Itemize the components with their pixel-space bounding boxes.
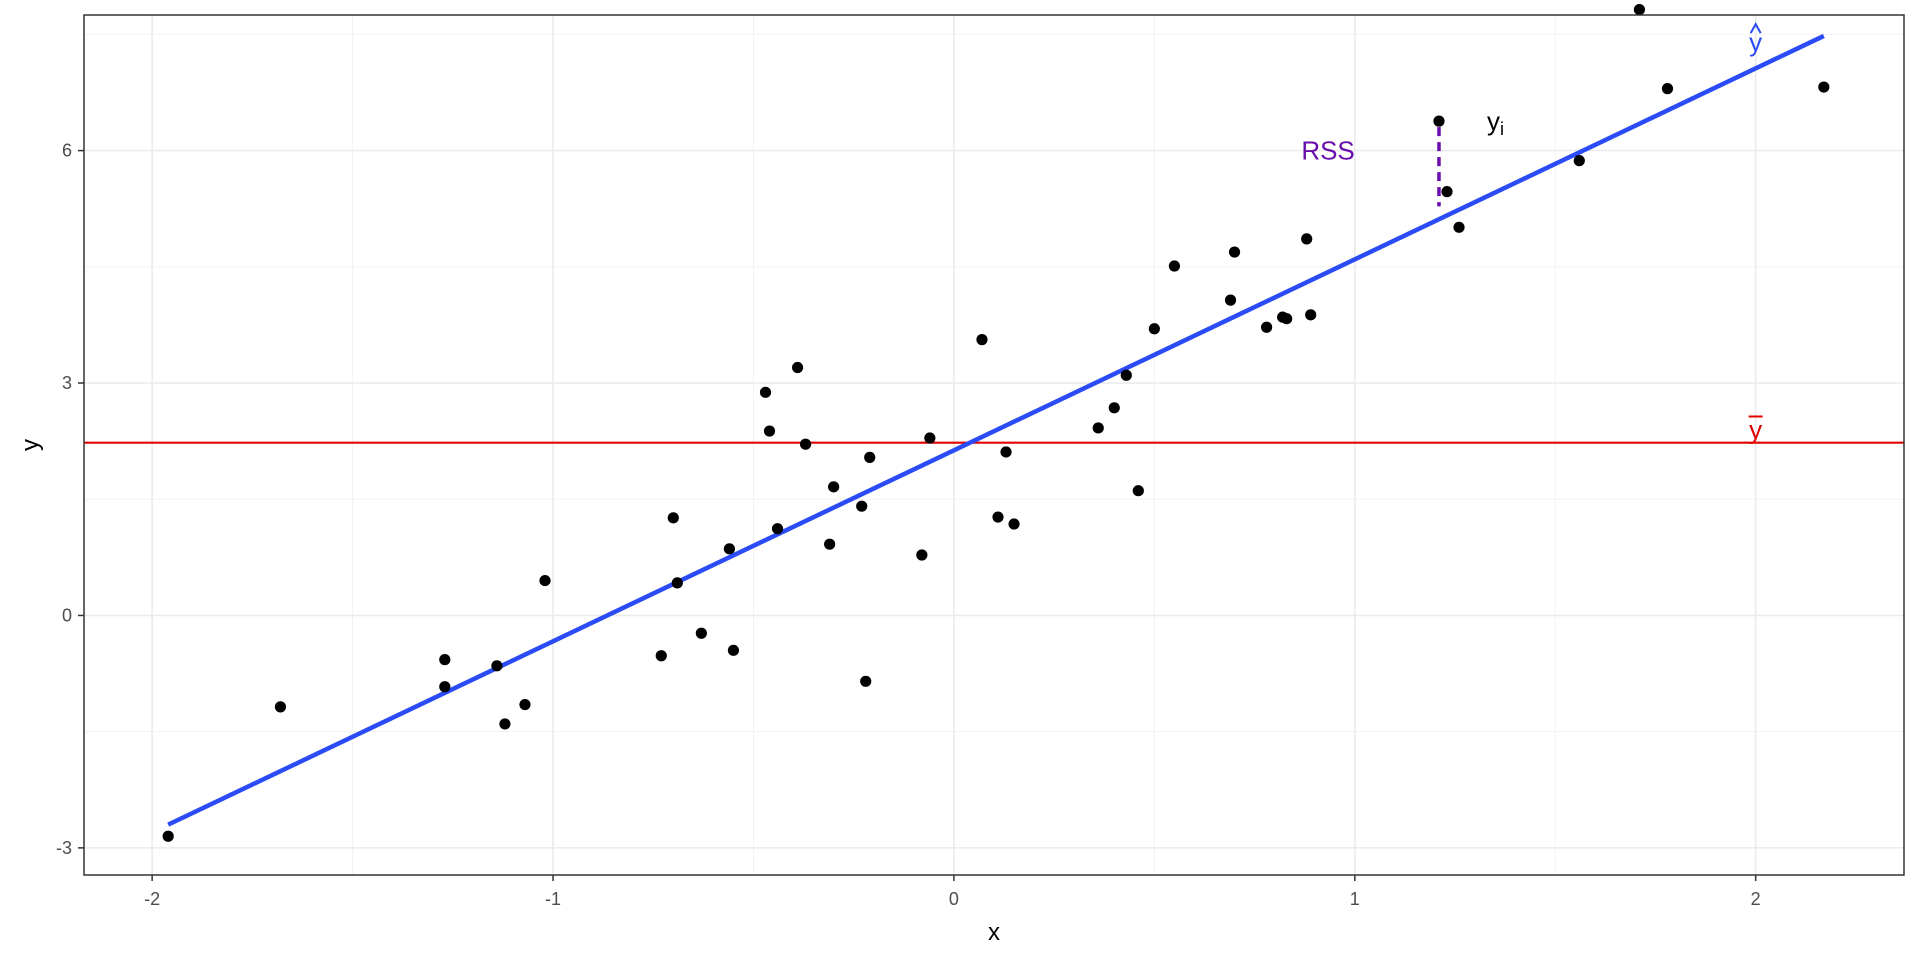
annotation-bar: y <box>1748 415 1763 445</box>
data-point <box>539 574 551 587</box>
data-point <box>655 650 667 662</box>
data-point <box>1453 221 1465 233</box>
annotations-layer: RSS yi y y <box>1301 22 1763 445</box>
data-point <box>759 386 772 398</box>
annotation-text: y <box>1749 27 1762 57</box>
data-point <box>1433 115 1445 127</box>
fit-line-layer <box>167 33 1825 827</box>
annotation-hat: y <box>1749 22 1762 57</box>
y-axis-ticks: -3 0 3 6 <box>56 141 84 858</box>
data-point <box>799 438 812 450</box>
data-point <box>1148 323 1160 335</box>
data-point <box>824 538 836 550</box>
hat-accent <box>1749 22 1762 34</box>
y-tick-label: 6 <box>62 141 72 161</box>
data-point <box>491 660 503 672</box>
points-layer <box>162 3 1830 842</box>
data-point <box>1281 313 1293 325</box>
data-point <box>1661 83 1674 95</box>
data-point <box>791 361 804 374</box>
data-point <box>1092 422 1104 434</box>
data-point <box>1132 485 1144 497</box>
annotation-subscript: i <box>1500 119 1504 139</box>
data-point <box>274 701 287 713</box>
x-axis-title: x <box>988 919 1000 946</box>
fit-line <box>167 33 1825 827</box>
data-point <box>864 451 876 463</box>
y-tick-label: 3 <box>62 373 72 393</box>
data-point <box>695 627 707 639</box>
data-point <box>1000 446 1012 458</box>
x-tick-label: -1 <box>545 889 561 909</box>
data-point <box>439 681 451 693</box>
data-point <box>976 334 988 346</box>
plot-panel-border <box>83 14 1905 876</box>
data-point <box>916 549 928 561</box>
data-point <box>667 512 679 524</box>
data-point <box>727 644 740 656</box>
data-point <box>671 577 683 589</box>
x-tick-label: -2 <box>144 889 160 909</box>
data-point <box>1818 81 1830 93</box>
data-point <box>1441 186 1453 198</box>
y-tick-label: 0 <box>62 605 72 625</box>
annotation-i: yi <box>1487 106 1504 139</box>
data-point <box>992 511 1004 523</box>
y-tick-label: -3 <box>56 838 72 858</box>
plot-panel <box>84 15 1904 875</box>
x-tick-label: 0 <box>949 889 959 909</box>
annotation-text: yi <box>1487 106 1504 139</box>
data-point <box>1305 309 1317 321</box>
data-point <box>856 500 868 512</box>
data-point <box>723 543 736 555</box>
data-point <box>924 432 936 444</box>
data-point <box>763 425 776 437</box>
x-tick-label: 1 <box>1350 889 1360 909</box>
data-point <box>1224 294 1237 306</box>
data-point <box>162 830 174 842</box>
data-point <box>1301 233 1313 245</box>
data-point <box>860 675 872 687</box>
annotation-text: y <box>1749 415 1762 445</box>
data-point <box>1008 518 1020 530</box>
annotation-rss: RSS <box>1301 136 1354 166</box>
y-axis-title: y <box>17 439 44 451</box>
data-point <box>1168 260 1180 272</box>
data-point <box>1108 402 1120 414</box>
data-point <box>1260 321 1273 333</box>
x-axis-ticks: -2 -1 0 1 2 <box>144 875 1761 909</box>
data-point <box>499 718 511 730</box>
data-point <box>1228 246 1241 258</box>
data-point <box>771 523 784 535</box>
data-point <box>1573 155 1585 167</box>
data-point <box>519 698 531 711</box>
data-point <box>828 481 840 493</box>
grid <box>84 15 1904 875</box>
annotation-text: RSS <box>1301 136 1354 166</box>
x-tick-label: 2 <box>1751 889 1761 909</box>
data-point <box>1633 3 1646 16</box>
data-point <box>1120 369 1132 381</box>
data-point <box>439 654 451 666</box>
